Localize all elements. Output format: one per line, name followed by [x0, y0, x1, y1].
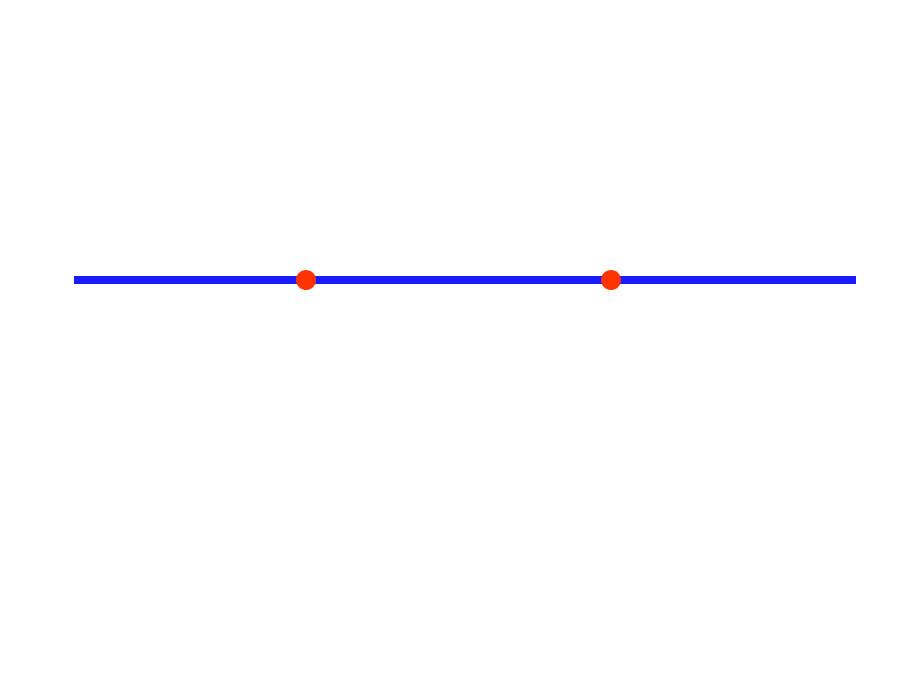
point-b	[601, 270, 621, 290]
horizontal-line	[74, 276, 856, 284]
diagram-canvas	[0, 0, 920, 690]
point-a	[296, 270, 316, 290]
